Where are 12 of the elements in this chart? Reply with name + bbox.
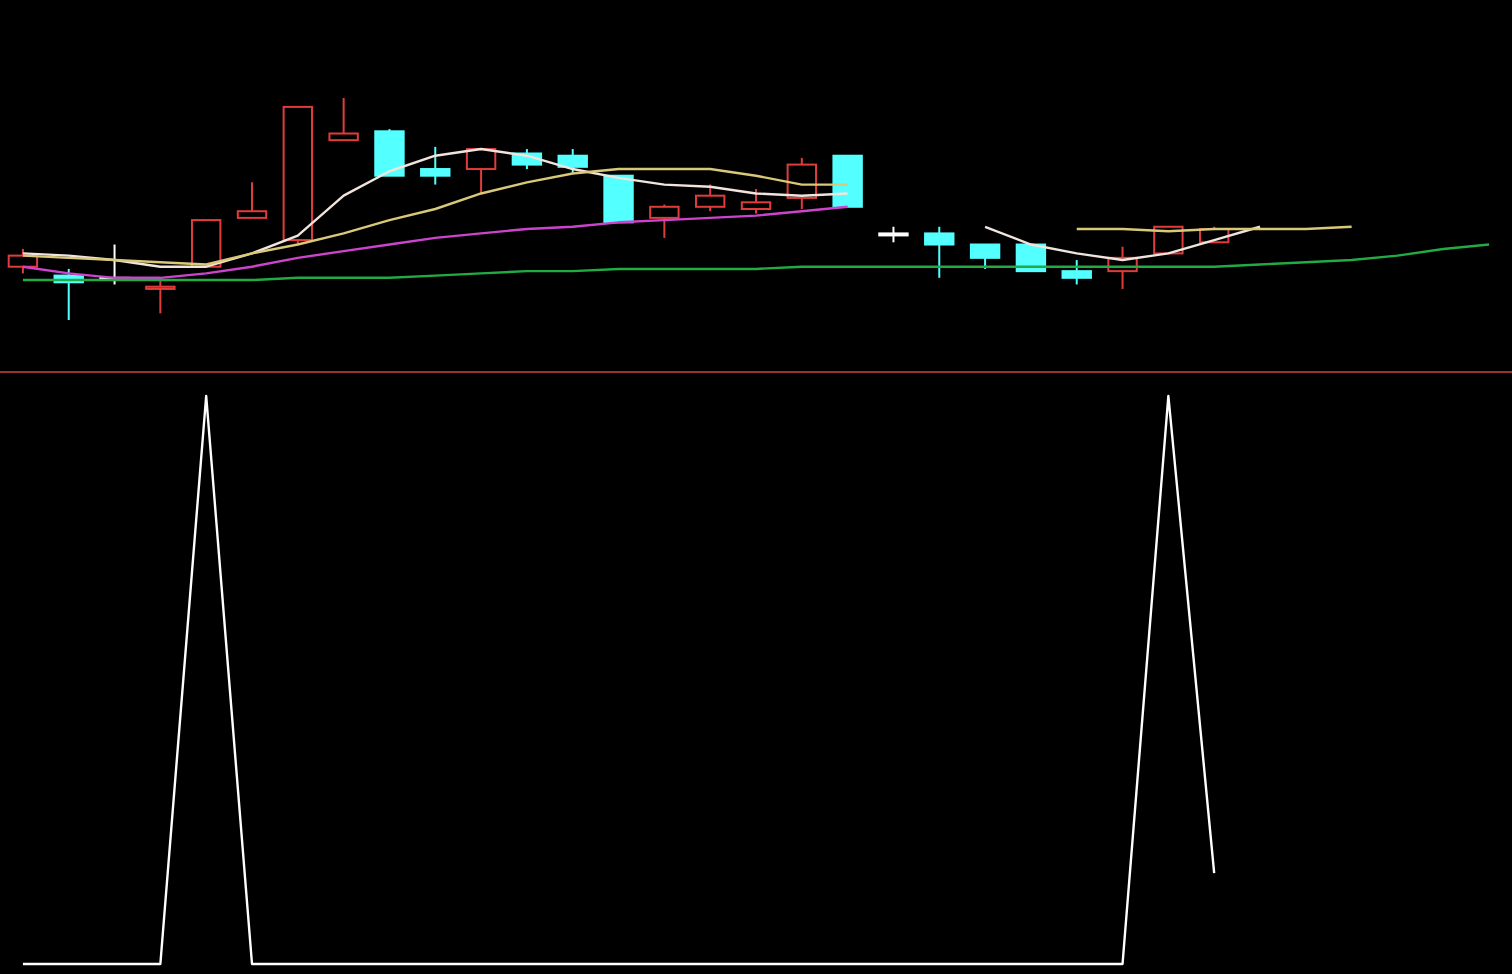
candlestick <box>420 145 451 186</box>
candlestick <box>328 97 359 142</box>
candlestick <box>969 243 1001 270</box>
candlestick <box>236 181 268 219</box>
candlestick <box>374 128 405 177</box>
candlestick <box>557 148 588 175</box>
candlestick <box>649 203 680 239</box>
candlestick <box>1061 259 1092 286</box>
candlestick <box>694 183 726 213</box>
candlestick <box>740 188 772 215</box>
candlestick <box>145 276 176 315</box>
candlestick <box>924 225 955 279</box>
